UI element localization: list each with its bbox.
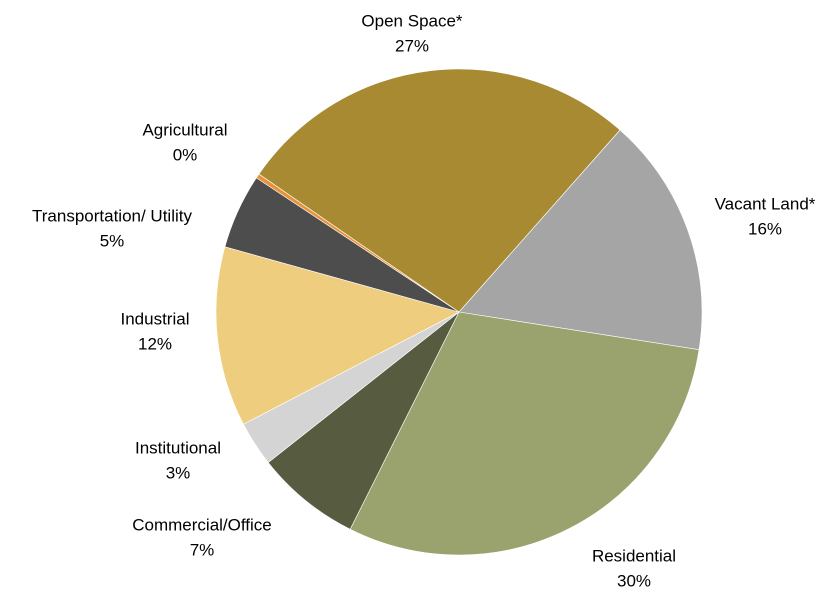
pie-slice xyxy=(458,129,703,351)
slice-label: Commercial/Office xyxy=(132,515,272,534)
slice-value-label: 7% xyxy=(190,540,215,559)
slice-label: Industrial xyxy=(121,309,190,328)
pie-slice xyxy=(349,311,700,556)
slice-label: Institutional xyxy=(135,438,221,457)
pie-slice xyxy=(267,311,460,530)
pie-slice xyxy=(258,68,621,313)
slice-label: Transportation/ Utility xyxy=(32,206,192,225)
slice-label: Open Space* xyxy=(361,11,463,30)
slice-value-label: 16% xyxy=(748,219,782,238)
slice-value-label: 5% xyxy=(100,231,125,250)
slice-value-label: 30% xyxy=(617,571,651,590)
slice-label: Residential xyxy=(592,546,676,565)
slice-value-label: 12% xyxy=(138,334,172,353)
slice-value-label: 3% xyxy=(166,463,191,482)
slice-value-label: 27% xyxy=(395,36,429,55)
pie-slice xyxy=(215,246,460,425)
slice-value-label: 0% xyxy=(173,145,198,164)
slice-label: Vacant Land* xyxy=(715,194,816,213)
slice-label: Agricultural xyxy=(142,120,227,139)
